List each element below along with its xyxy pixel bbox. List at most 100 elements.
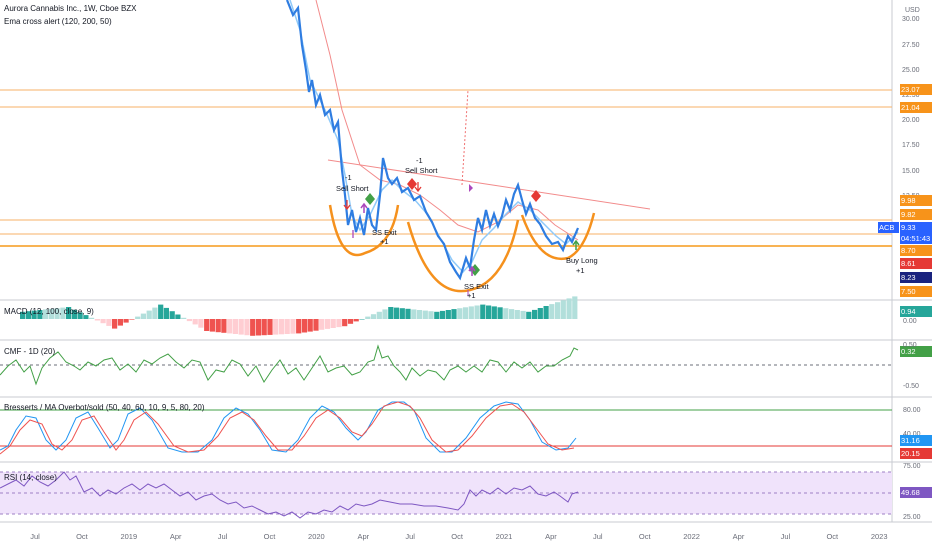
macd-bar: [393, 307, 400, 319]
time-tick-label: Jul: [218, 532, 228, 541]
sell-arrow[interactable]: [343, 200, 351, 211]
alert-marker[interactable]: [469, 184, 473, 192]
signal-label: +1: [576, 266, 585, 275]
time-tick-label: Oct: [76, 532, 89, 541]
macd-bar: [31, 310, 37, 319]
cmf-pane[interactable]: [0, 344, 892, 386]
price-tick-label: 15.00: [902, 168, 920, 175]
macd-bar: [405, 308, 411, 319]
bresserts-slow-line[interactable]: [0, 401, 575, 455]
cup-arc-1[interactable]: [328, 204, 400, 257]
macd-bar: [60, 307, 66, 319]
price-line[interactable]: [285, 0, 580, 281]
macd-value-tag: 0.94: [900, 306, 932, 317]
macd-bar: [278, 319, 285, 335]
countdown-tag: 04:51:43: [900, 233, 932, 244]
macd-tick: 0.00: [903, 318, 917, 325]
ema-line[interactable]: [315, 0, 579, 241]
rsi-line[interactable]: [0, 471, 579, 519]
cmf-value-tag: 0.32: [900, 346, 932, 357]
currency-label: USD: [905, 7, 920, 14]
last-price-tag[interactable]: 9.33: [900, 222, 932, 233]
macd-bar: [129, 319, 135, 320]
cmf-line[interactable]: [0, 344, 579, 386]
macd-bar: [324, 319, 331, 329]
macd-bar: [462, 307, 469, 319]
time-tick-label: Apr: [733, 532, 745, 541]
macd-bar: [284, 319, 290, 334]
signal-label: SS Exit: [464, 282, 489, 291]
macd-bar: [83, 315, 89, 319]
price-tag[interactable]: 7.50: [900, 286, 932, 297]
signal-label: Sell Short: [336, 184, 369, 193]
buy-arrow[interactable]: [572, 239, 580, 250]
bresserts-title[interactable]: Bresserts / MA Overbot/sold (50, 40, 60,…: [4, 403, 205, 412]
cmf-tick: -0.50: [903, 383, 919, 390]
time-axis[interactable]: Jul Oct 2019 Apr Jul Oct 2020 Apr Jul Oct 2021 Apr J…: [30, 532, 887, 541]
macd-bar: [560, 300, 566, 319]
rsi-title[interactable]: RSI (14, close): [4, 473, 57, 482]
time-tick-label: Apr: [170, 532, 182, 541]
price-tag[interactable]: 8.61: [900, 258, 932, 269]
macd-bar: [376, 311, 382, 319]
cover-arrow[interactable]: [360, 202, 368, 213]
macd-bar: [353, 319, 359, 322]
macd-bar: [439, 310, 446, 319]
bresserts-fast-line[interactable]: [0, 401, 577, 453]
macd-bar: [399, 308, 405, 319]
macd-bar: [336, 319, 342, 328]
time-tick-label: 2020: [308, 532, 325, 541]
price-tag[interactable]: 8.70: [900, 245, 932, 256]
exit-signal-marker[interactable]: [365, 193, 375, 205]
price-tag[interactable]: 21.04: [900, 102, 932, 113]
price-tag[interactable]: 9.98: [900, 195, 932, 206]
time-tick-label: Apr: [545, 532, 557, 541]
time-tick-label: 2022: [683, 532, 700, 541]
rsi-value-tag: 49.68: [900, 487, 932, 498]
cmf-title[interactable]: CMF - 1D (20): [4, 347, 56, 356]
macd-bar: [537, 308, 543, 319]
price-tag[interactable]: 23.07: [900, 84, 932, 95]
cup-arc-2[interactable]: [406, 219, 520, 293]
time-tick-label: Apr: [357, 532, 369, 541]
signal-label: Buy Long: [566, 256, 598, 265]
macd-bar: [135, 316, 141, 319]
macd-bar: [198, 319, 204, 328]
macd-bar: [313, 319, 319, 331]
time-tick-label: 2019: [120, 532, 137, 541]
sell-signal-marker[interactable]: [407, 178, 417, 190]
macd-title[interactable]: MACD (12, 100, close, 9): [4, 307, 94, 316]
cup-arc-3[interactable]: [520, 212, 596, 261]
dotted-line[interactable]: [461, 89, 469, 186]
price-tag[interactable]: 8.23: [900, 272, 932, 283]
cover-arrow[interactable]: [468, 265, 476, 276]
macd-pane[interactable]: [20, 296, 578, 336]
macd-bar: [503, 308, 509, 319]
macd-bar: [543, 306, 549, 319]
bresserts-pane[interactable]: [0, 401, 892, 455]
macd-bar: [451, 309, 457, 319]
signal-label: +1: [380, 237, 389, 246]
signal-label: +1: [467, 291, 476, 300]
macd-bar: [117, 319, 123, 326]
price-pane[interactable]: [0, 0, 892, 296]
macd-bar: [411, 309, 417, 319]
macd-bar: [422, 310, 428, 319]
macd-bar: [106, 319, 112, 326]
price-tag[interactable]: 9.82: [900, 209, 932, 220]
time-tick-label: 2023: [871, 532, 888, 541]
ticker-badge[interactable]: ACB: [878, 222, 899, 233]
macd-bar: [112, 319, 118, 329]
sell-arrow[interactable]: [414, 182, 422, 193]
macd-bar: [301, 319, 308, 333]
rsi-pane[interactable]: [0, 471, 892, 519]
smoothed-price-line[interactable]: [289, 0, 579, 274]
sell-signal-marker[interactable]: [531, 190, 541, 202]
macd-bar: [330, 319, 336, 328]
macd-bar: [474, 305, 480, 319]
symbol-title[interactable]: Aurora Cannabis Inc., 1W, Cboe BZX: [4, 4, 137, 13]
price-tick-label: 30.00: [902, 16, 920, 23]
indicator-title[interactable]: Ema cross alert (120, 200, 50): [4, 17, 112, 26]
bresserts-fast-tag: 31.16: [900, 435, 932, 446]
